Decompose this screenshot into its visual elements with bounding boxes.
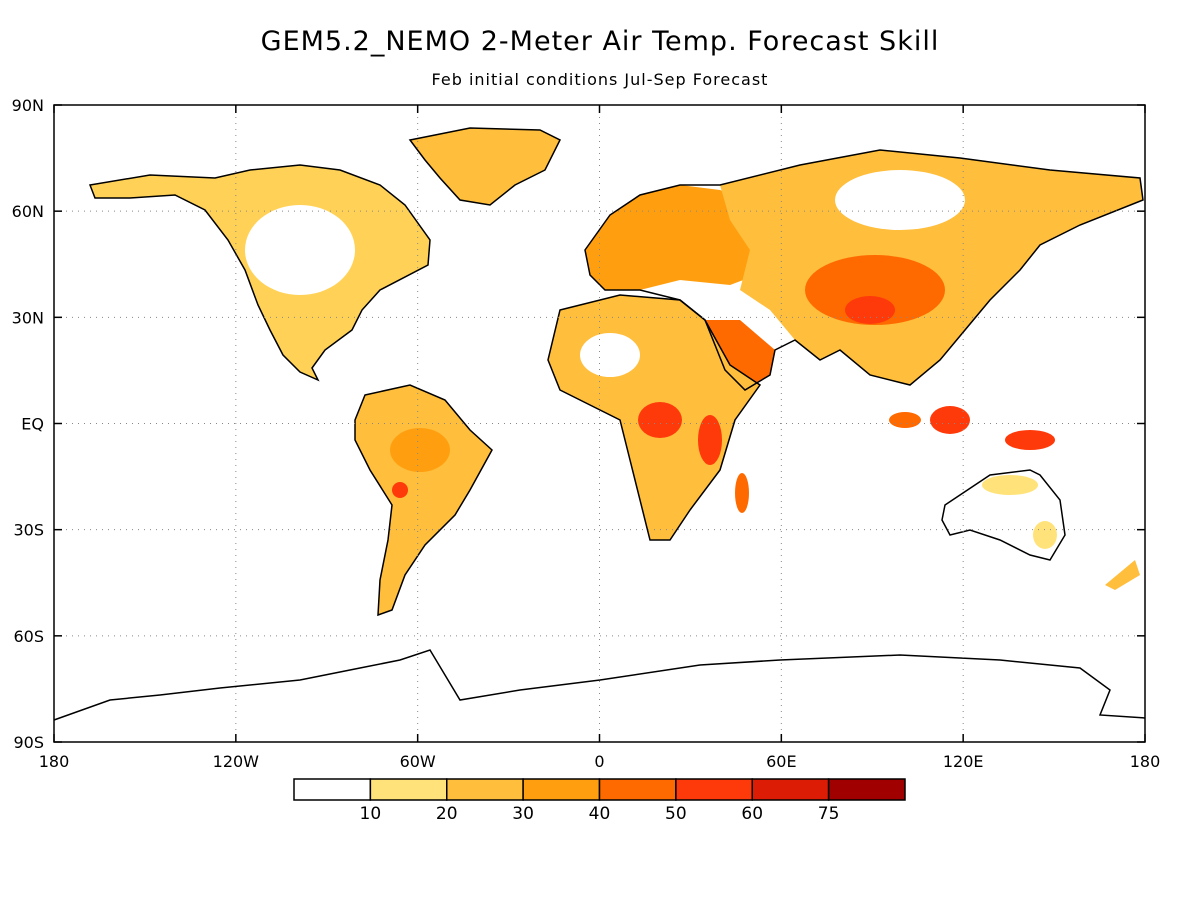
asia-high-skill: [805, 255, 945, 325]
greenland-coastline: [408, 127, 562, 206]
lon-label: 0: [594, 752, 604, 771]
siberia-low-skill: [835, 170, 965, 230]
colorbar-label: 20: [436, 804, 458, 824]
lon-label: 180: [39, 752, 70, 771]
lat-label: EQ: [21, 415, 44, 434]
colorbar-label: 30: [512, 804, 534, 824]
south-america-coastline: [354, 384, 493, 617]
new-zealand-landmass: [1105, 560, 1140, 590]
colorbar-swatch: [598, 778, 677, 801]
colorbar-swatch: [522, 778, 601, 801]
south-america-landmass: [355, 385, 492, 615]
central-africa-hotspot: [638, 402, 682, 438]
latitude-labels: 90N 60N 30N EQ 30S 60S 90S: [12, 96, 1145, 752]
tibet-hotspot: [845, 296, 895, 324]
east-africa-hotspot: [698, 415, 722, 465]
colorbar-label: 60: [741, 804, 763, 824]
colorbar-label: 10: [360, 804, 382, 824]
colorbar: 10 20 30 40 50 60 75: [293, 778, 906, 824]
land-shading: [90, 128, 1143, 615]
north-america-low-skill: [245, 205, 355, 295]
colorbar-label: 50: [665, 804, 687, 824]
colorbar-swatch: [446, 778, 524, 801]
chart-title: GEM5.2_NEMO 2-Meter Air Temp. Forecast S…: [260, 26, 940, 57]
borneo-hotspot: [930, 406, 970, 434]
lon-label: 180: [1130, 752, 1161, 771]
australia-skill-east: [1033, 521, 1057, 549]
africa-coastline: [547, 294, 762, 541]
australia-skill-north: [982, 475, 1038, 495]
lon-label: 60E: [766, 752, 796, 771]
asia-landmass: [720, 150, 1143, 385]
colorbar-label: 40: [589, 804, 611, 824]
lon-label: 120W: [213, 752, 260, 771]
lat-label: 30S: [13, 521, 44, 540]
colorbar-swatch: [293, 778, 372, 801]
longitude-labels: 180 120W 60W 0 60E 120E 180: [39, 105, 1161, 771]
south-america-hotspot: [392, 482, 408, 498]
lat-label: 60N: [12, 202, 44, 221]
lon-label: 60W: [400, 752, 436, 771]
antarctica-coastline: [53, 649, 1146, 721]
lat-label: 60S: [13, 627, 44, 646]
new-guinea-landmass: [1005, 430, 1055, 450]
chart-subtitle: Feb initial conditions Jul-Sep Forecast: [431, 70, 769, 89]
lon-label: 120E: [943, 752, 984, 771]
amazon-skill-core: [390, 428, 450, 472]
colorbar-swatch: [827, 778, 906, 801]
colorbar-label: 75: [818, 804, 840, 824]
eurasia-coastline: [584, 149, 1144, 391]
sumatra-landmass: [889, 412, 921, 428]
lat-label: 30N: [12, 308, 44, 327]
gridlines: [54, 105, 1145, 742]
colorbar-swatch: [675, 778, 753, 801]
madagascar-landmass: [735, 473, 749, 513]
colorbar-swatch: [369, 778, 448, 801]
north-america-coastline: [88, 164, 431, 382]
arabia-landmass: [705, 320, 775, 390]
lat-label: 90N: [12, 96, 44, 115]
colorbar-swatch: [751, 778, 830, 801]
coastlines: [53, 127, 1146, 721]
sahara-low-skill: [580, 333, 640, 377]
lat-label: 90S: [13, 733, 44, 752]
